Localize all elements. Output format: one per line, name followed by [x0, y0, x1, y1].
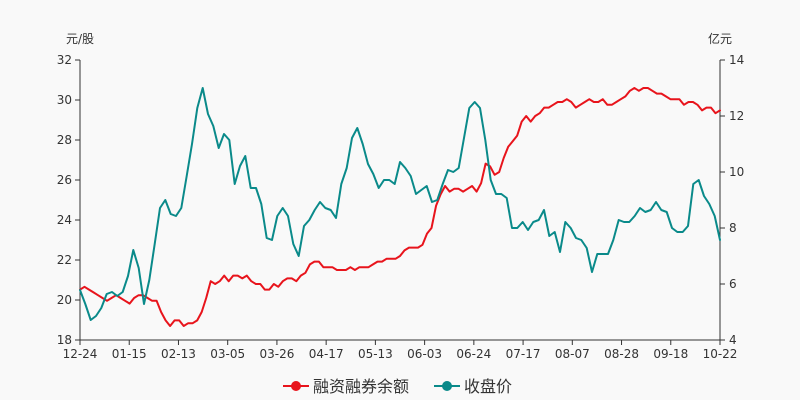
legend-item-close-price[interactable]: 收盘价: [434, 377, 512, 396]
left-tick-label: 18: [57, 333, 72, 347]
right-tick-label: 4: [729, 333, 737, 347]
x-tick-label: 03-26: [259, 347, 294, 361]
left-tick-label: 20: [57, 293, 72, 307]
x-tick-label: 06-03: [407, 347, 442, 361]
right-axis-ticks: 4 6 8 10 12 14: [720, 53, 744, 347]
close-price-series-line: [79, 87, 721, 321]
left-axis-unit: 元/股: [66, 32, 94, 46]
legend-item-margin-balance[interactable]: 融资融券余额: [283, 377, 409, 396]
left-tick-label: 26: [57, 173, 72, 187]
x-tick-label: 03-05: [210, 347, 245, 361]
left-tick-label: 24: [57, 213, 72, 227]
left-tick-label: 30: [57, 93, 72, 107]
legend-label-margin-balance: 融资融券余额: [313, 377, 409, 396]
x-tick-label: 08-28: [604, 347, 639, 361]
chart-legend[interactable]: 融资融券余额 收盘价: [283, 377, 512, 396]
series-layer: [79, 87, 721, 327]
legend-marker-margin-balance: [291, 381, 301, 391]
x-tick-label: 06-24: [456, 347, 491, 361]
x-tick-label: 02-13: [161, 347, 196, 361]
left-tick-label: 28: [57, 133, 72, 147]
legend-label-close-price: 收盘价: [464, 377, 512, 396]
right-tick-label: 8: [729, 221, 737, 235]
x-tick-label: 07-17: [506, 347, 541, 361]
right-tick-label: 6: [729, 277, 737, 291]
left-tick-label: 32: [57, 53, 72, 67]
right-axis-unit: 亿元: [708, 31, 732, 46]
left-axis-ticks: 18 20 22 24 26 28 30 32: [57, 53, 80, 347]
right-tick-label: 12: [729, 109, 744, 123]
legend-marker-close-price: [442, 381, 452, 391]
x-tick-label: 05-13: [358, 347, 393, 361]
right-tick-label: 10: [729, 165, 744, 179]
x-tick-label: 08-07: [555, 347, 590, 361]
x-axis-ticks: 12-24 01-15 02-13 03-05 03-26 04-17 05-13 06-03…: [63, 340, 738, 361]
right-tick-label: 14: [729, 53, 744, 67]
x-tick-label: 01-15: [112, 347, 147, 361]
left-tick-label: 22: [57, 253, 72, 267]
margin-balance-series-line: [79, 87, 721, 327]
x-tick-label: 04-17: [309, 347, 344, 361]
x-tick-label: 09-18: [653, 347, 688, 361]
x-tick-label: 12-24: [63, 347, 98, 361]
x-tick-label: 10-22: [703, 347, 738, 361]
